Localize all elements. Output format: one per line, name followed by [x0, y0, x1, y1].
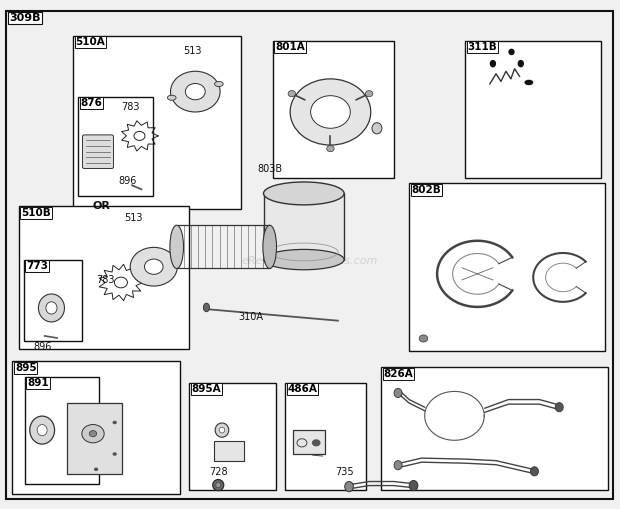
Bar	[264, 193, 344, 260]
Circle shape	[288, 91, 296, 97]
Bar	[19, 206, 189, 349]
Text: 896: 896	[118, 176, 136, 186]
Circle shape	[365, 91, 373, 97]
Circle shape	[144, 259, 163, 274]
Ellipse shape	[94, 467, 98, 471]
Bar	[177, 225, 270, 269]
Text: 513: 513	[124, 213, 143, 223]
Ellipse shape	[263, 225, 277, 269]
Bar	[214, 441, 244, 461]
Text: 803B: 803B	[257, 164, 282, 174]
Ellipse shape	[46, 302, 57, 314]
Ellipse shape	[30, 416, 55, 444]
Ellipse shape	[219, 428, 224, 433]
Text: 311B: 311B	[467, 42, 497, 52]
Circle shape	[419, 335, 428, 342]
Bar	[24, 260, 82, 341]
Circle shape	[327, 146, 334, 152]
Text: 783: 783	[96, 275, 115, 285]
Circle shape	[311, 96, 350, 128]
Text: 876: 876	[81, 98, 102, 108]
Circle shape	[89, 431, 97, 437]
Text: 891: 891	[27, 378, 49, 388]
Circle shape	[170, 71, 220, 112]
Text: 486A: 486A	[288, 384, 317, 394]
Ellipse shape	[525, 80, 533, 84]
Circle shape	[134, 131, 145, 140]
Bar	[381, 367, 608, 490]
Bar	[73, 36, 241, 209]
Text: 895A: 895A	[192, 384, 221, 394]
Ellipse shape	[345, 482, 353, 492]
Circle shape	[312, 439, 321, 446]
Ellipse shape	[216, 483, 221, 488]
Ellipse shape	[556, 403, 563, 412]
Text: 802B: 802B	[412, 185, 441, 195]
Text: 309B: 309B	[9, 13, 41, 23]
Text: 310A: 310A	[239, 312, 264, 322]
Ellipse shape	[509, 49, 514, 54]
Ellipse shape	[170, 225, 184, 269]
Ellipse shape	[264, 182, 344, 205]
Text: 783: 783	[121, 102, 140, 112]
Circle shape	[130, 247, 177, 286]
Bar	[273, 41, 394, 178]
Bar	[285, 383, 366, 490]
Bar	[409, 183, 604, 351]
Ellipse shape	[394, 388, 402, 398]
Ellipse shape	[215, 81, 223, 87]
Text: 735: 735	[335, 467, 353, 477]
Ellipse shape	[264, 249, 344, 270]
FancyBboxPatch shape	[82, 135, 113, 168]
Text: 510B: 510B	[21, 208, 51, 218]
Text: 826A: 826A	[384, 369, 414, 379]
Bar	[25, 377, 99, 484]
Ellipse shape	[203, 303, 210, 312]
Text: 728: 728	[209, 467, 228, 477]
Bar	[293, 430, 325, 454]
Ellipse shape	[372, 123, 382, 134]
Bar	[78, 97, 153, 196]
Ellipse shape	[167, 95, 176, 100]
Circle shape	[185, 83, 205, 100]
Circle shape	[114, 277, 128, 288]
Ellipse shape	[215, 423, 229, 437]
Ellipse shape	[213, 479, 224, 491]
Text: 513: 513	[183, 46, 202, 56]
Circle shape	[290, 79, 371, 145]
Text: 801A: 801A	[275, 42, 305, 52]
Text: 896: 896	[33, 342, 51, 352]
Ellipse shape	[490, 61, 495, 67]
Bar	[465, 41, 601, 178]
Bar	[12, 361, 180, 494]
Text: 773: 773	[26, 261, 48, 271]
Circle shape	[82, 425, 104, 443]
Text: 510A: 510A	[76, 37, 105, 47]
Ellipse shape	[530, 467, 538, 476]
Ellipse shape	[37, 425, 47, 436]
Ellipse shape	[112, 452, 117, 456]
Ellipse shape	[394, 461, 402, 470]
Ellipse shape	[38, 294, 64, 322]
Ellipse shape	[518, 61, 523, 67]
Ellipse shape	[172, 259, 179, 263]
Bar	[67, 403, 122, 474]
Ellipse shape	[409, 480, 418, 491]
Text: 895: 895	[15, 363, 37, 373]
Ellipse shape	[112, 420, 117, 425]
Text: eReplacementParts.com: eReplacementParts.com	[242, 256, 378, 266]
Text: OR: OR	[92, 201, 110, 211]
Bar	[189, 383, 276, 490]
